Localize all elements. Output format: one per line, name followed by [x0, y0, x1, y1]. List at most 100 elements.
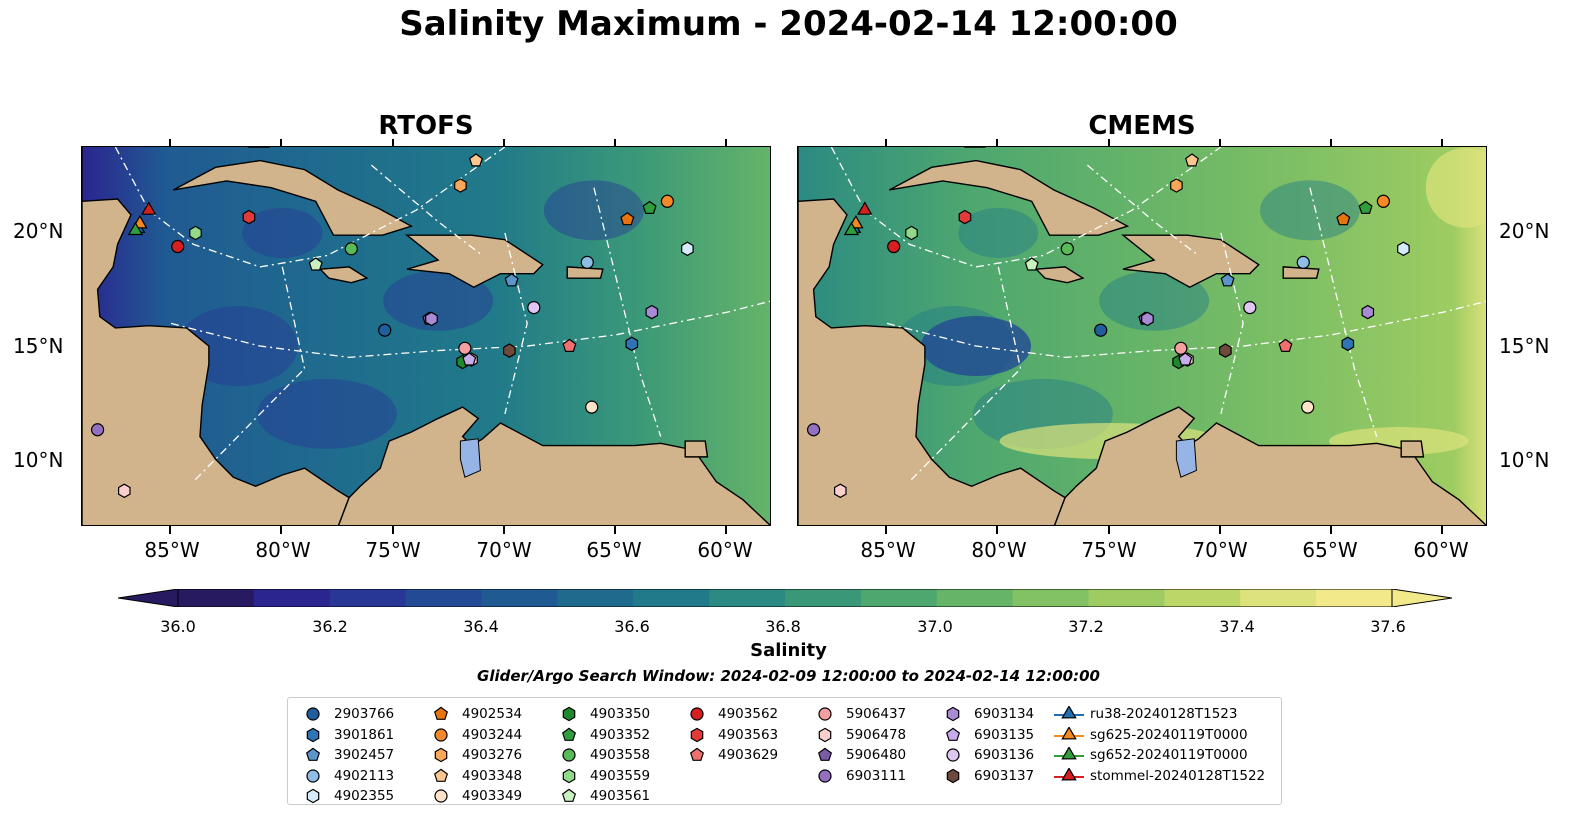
land-yucatan	[798, 147, 1066, 525]
lon-tick	[1441, 526, 1444, 534]
marker-4903349	[1301, 400, 1315, 414]
land-trinidad	[1400, 440, 1425, 458]
colorbar-segment	[936, 589, 1014, 607]
lon-tick	[169, 139, 172, 147]
legend-marker-5906478	[818, 727, 832, 742]
land-southam	[337, 406, 770, 525]
legend-label: 5906480	[846, 747, 907, 763]
colorbar-tick-5: 37.0	[917, 617, 953, 636]
legend-label: 4902355	[334, 788, 395, 804]
lon-tick	[725, 526, 728, 534]
marker-6903134b	[645, 304, 659, 320]
legend-label: 4903352	[590, 726, 651, 743]
legend-marker-icon	[945, 727, 961, 741]
legend-label: 4903563	[718, 726, 779, 743]
lon-label-60w-left: 60°W	[697, 538, 753, 562]
legend-marker-icon	[562, 706, 576, 722]
legend-marker-4902113	[306, 768, 320, 783]
land-hispaniola	[1120, 234, 1260, 289]
legend-marker-5906437	[818, 707, 832, 721]
colorbar-graphic	[117, 588, 1453, 608]
colorbar-segment	[1088, 589, 1165, 607]
land-hispaniola	[404, 234, 544, 289]
legend-marker-3902457	[305, 747, 321, 761]
marker-3902457	[504, 273, 519, 287]
map-panel-cmems[interactable]	[797, 146, 1487, 526]
colorbar-label: Salinity	[750, 640, 827, 661]
legend-label: 4903559	[590, 767, 651, 784]
colorbar-segment	[405, 589, 482, 607]
colorbar-tick-1: 36.2	[312, 617, 348, 636]
land-jamaica	[318, 266, 369, 284]
legend-label: sg625-20240119T0000	[1090, 726, 1248, 743]
legend-marker-icon	[306, 727, 320, 742]
lon-tick	[885, 139, 888, 147]
lon-tick	[1107, 526, 1110, 534]
map-panel-rtofs[interactable]	[81, 146, 771, 526]
marker-4903629	[1278, 338, 1293, 352]
lon-tick	[1441, 139, 1444, 147]
legend-label: 6903111	[846, 767, 907, 784]
colorbar-tick-2: 36.4	[463, 617, 499, 636]
lon-tick	[1218, 526, 1221, 534]
lat-label-10n-left: 10°N	[13, 448, 64, 472]
colorbar-segment	[557, 589, 634, 607]
marker-2903766	[378, 323, 392, 337]
marker-4903276	[454, 178, 467, 193]
lat-label-10n-right: 10°N	[1499, 448, 1550, 472]
colorbar-segment	[1240, 589, 1317, 607]
colorbar-segment	[860, 589, 938, 607]
marker-6903134	[425, 311, 438, 327]
marker-sg652-20240119T0000	[843, 221, 860, 236]
colorbar-tick-7: 37.4	[1219, 617, 1255, 636]
marker-6903137	[503, 343, 516, 358]
lon-label-85w-right: 85°W	[860, 538, 916, 562]
lon-tick	[885, 526, 888, 534]
lon-tick	[1330, 139, 1333, 147]
marker-6903111	[90, 423, 105, 437]
marker-5906478b	[833, 483, 847, 499]
legend-label: 4902113	[334, 767, 395, 784]
colorbar	[117, 588, 1453, 608]
lon-label-65w-right: 65°W	[1302, 538, 1358, 562]
marker-4903563	[242, 209, 256, 225]
panel-title-cmems: CMEMS	[1088, 111, 1196, 141]
marker-4903352	[642, 200, 657, 215]
lat-label-15n-right: 15°N	[1499, 334, 1550, 358]
legend-marker-icon	[561, 727, 577, 741]
lon-tick	[614, 526, 617, 534]
legend-marker-icon	[1054, 706, 1084, 719]
marker-6903134	[1141, 311, 1154, 327]
lon-tick	[996, 139, 999, 147]
legend-marker-icon	[306, 768, 320, 783]
marker-4903558	[344, 242, 358, 256]
legend-label: sg652-20240119T0000	[1090, 747, 1248, 763]
legend-marker-icon	[946, 748, 960, 762]
lon-label-70w-right: 70°W	[1192, 538, 1248, 562]
legend-marker-4903558	[562, 748, 576, 762]
marker-6903135	[1178, 352, 1193, 366]
legend-label: 4903350	[590, 706, 651, 722]
lon-label-80w-right: 80°W	[971, 538, 1027, 562]
legend-label: 4903349	[462, 788, 523, 804]
lat-label-20n-right: 20°N	[1499, 219, 1550, 243]
legend-label: 4903561	[590, 788, 651, 804]
marker-4903562	[171, 239, 185, 254]
colorbar-segment	[1012, 589, 1089, 607]
marker-3901861	[1341, 336, 1355, 352]
legend-marker-4903563	[690, 727, 704, 742]
marker-6903137	[1219, 343, 1232, 358]
lon-tick	[169, 526, 172, 534]
lon-label-85w-left: 85°W	[144, 538, 200, 562]
land-puertorico	[566, 266, 604, 279]
figure-title: Salinity Maximum - 2024-02-14 12:00:00	[399, 4, 1178, 44]
legend-marker-icon	[689, 747, 705, 761]
land-southam	[1053, 406, 1486, 525]
marker-5906478b	[117, 483, 131, 499]
lon-tick	[725, 139, 728, 147]
marker-4902534	[620, 212, 635, 226]
legend-marker-icon	[1054, 747, 1084, 760]
lon-label-75w-left: 75°W	[365, 538, 421, 562]
legend-label: 4903276	[462, 747, 523, 763]
legend-marker-icon	[818, 707, 832, 721]
